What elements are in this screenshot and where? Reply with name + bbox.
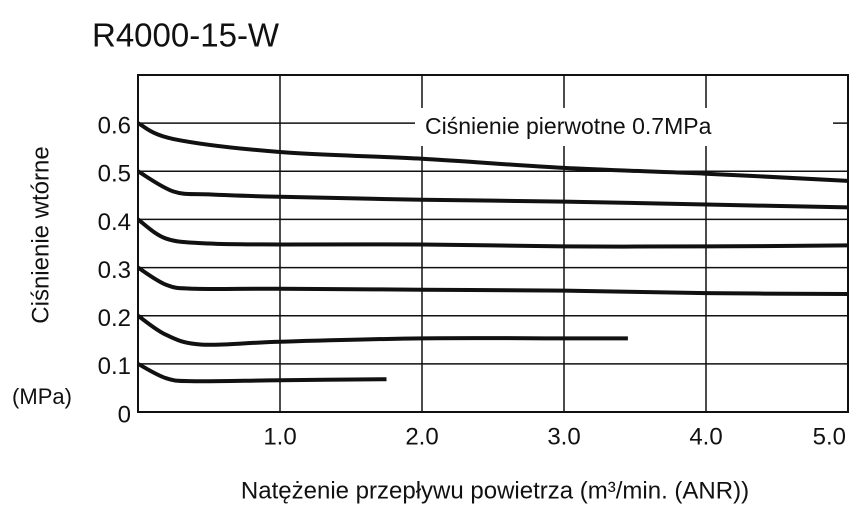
y-axis-unit: (MPa) — [12, 384, 72, 409]
y-tick-label: 0.1 — [98, 353, 131, 380]
curve — [137, 121, 849, 183]
x-tick-label: 3.0 — [547, 423, 580, 450]
y-tick-label: 0.6 — [98, 112, 131, 139]
annotation-box — [415, 108, 833, 146]
curve — [137, 362, 387, 384]
y-tick-label: 0.2 — [98, 305, 131, 332]
curve — [136, 217, 849, 249]
curve — [136, 169, 849, 210]
y-tick-label: 0 — [118, 401, 131, 428]
curve — [136, 265, 849, 297]
x-tick-label: 1.0 — [263, 423, 296, 450]
y-tick-label: 0.4 — [98, 209, 131, 236]
annotation: Ciśnienie pierwotne 0.7MPa — [425, 113, 712, 139]
x-tick-label: 2.0 — [405, 423, 438, 450]
y-tick-label: 0.5 — [98, 161, 131, 188]
curve — [136, 314, 628, 347]
y-tick-label: 0.3 — [98, 257, 131, 284]
chart-title: R4000-15-W — [92, 17, 280, 54]
x-tick-label: 5.0 — [813, 423, 846, 450]
y-axis-label: Ciśnienie wtórne — [27, 146, 54, 323]
x-axis-label: Natężenie przepływu powietrza (m³/min. (… — [241, 477, 749, 504]
x-tick-label: 4.0 — [689, 423, 722, 450]
